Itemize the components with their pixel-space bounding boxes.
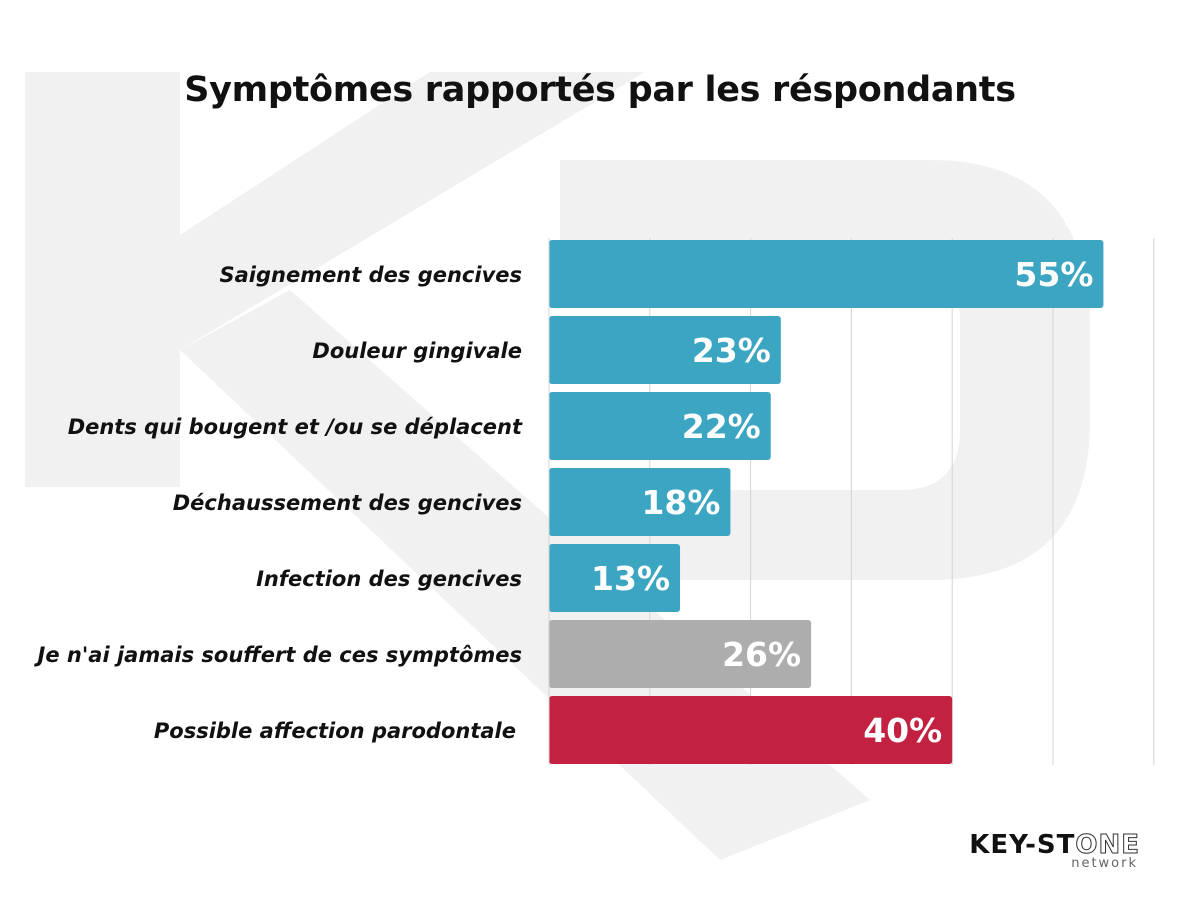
category-label: Déchaussement des gencives	[173, 491, 522, 515]
bar-6	[549, 620, 812, 688]
bar-value-label: 22%	[682, 407, 761, 446]
category-label: Je n'ai jamais souffert de ces symptômes	[34, 643, 522, 667]
bar-7	[549, 696, 953, 764]
bar-value-label: 26%	[722, 635, 801, 674]
category-label: Possible affection parodontale	[154, 719, 516, 743]
bar-value-label: 13%	[591, 559, 670, 598]
bar-value-label: 55%	[1014, 255, 1093, 294]
bar-3	[549, 392, 771, 460]
logo-wordmark: KEY-STONE	[969, 830, 1140, 861]
logo-text-suffix: ONE	[1075, 830, 1140, 861]
bar-value-label: 23%	[692, 331, 771, 370]
bar-4	[549, 468, 731, 536]
category-label: Saignement des gencives	[219, 263, 522, 287]
logo-subtitle: network	[1071, 856, 1138, 871]
bar-1	[549, 240, 1104, 308]
category-label: Dents qui bougent et /ou se déplacent	[68, 415, 523, 439]
category-label: Douleur gingivale	[312, 339, 522, 363]
bar-value-label: 18%	[641, 483, 720, 522]
chart-title: Symptômes rapportés par les réspondants	[184, 70, 1016, 110]
bar-2	[549, 316, 781, 384]
keystone-logo: KEY-STONE network	[930, 830, 1170, 880]
bar-5	[549, 544, 681, 612]
category-label: Infection des gencives	[256, 567, 522, 591]
bar-value-label: 40%	[863, 711, 942, 750]
logo-text-prefix: KEY-ST	[969, 830, 1076, 860]
